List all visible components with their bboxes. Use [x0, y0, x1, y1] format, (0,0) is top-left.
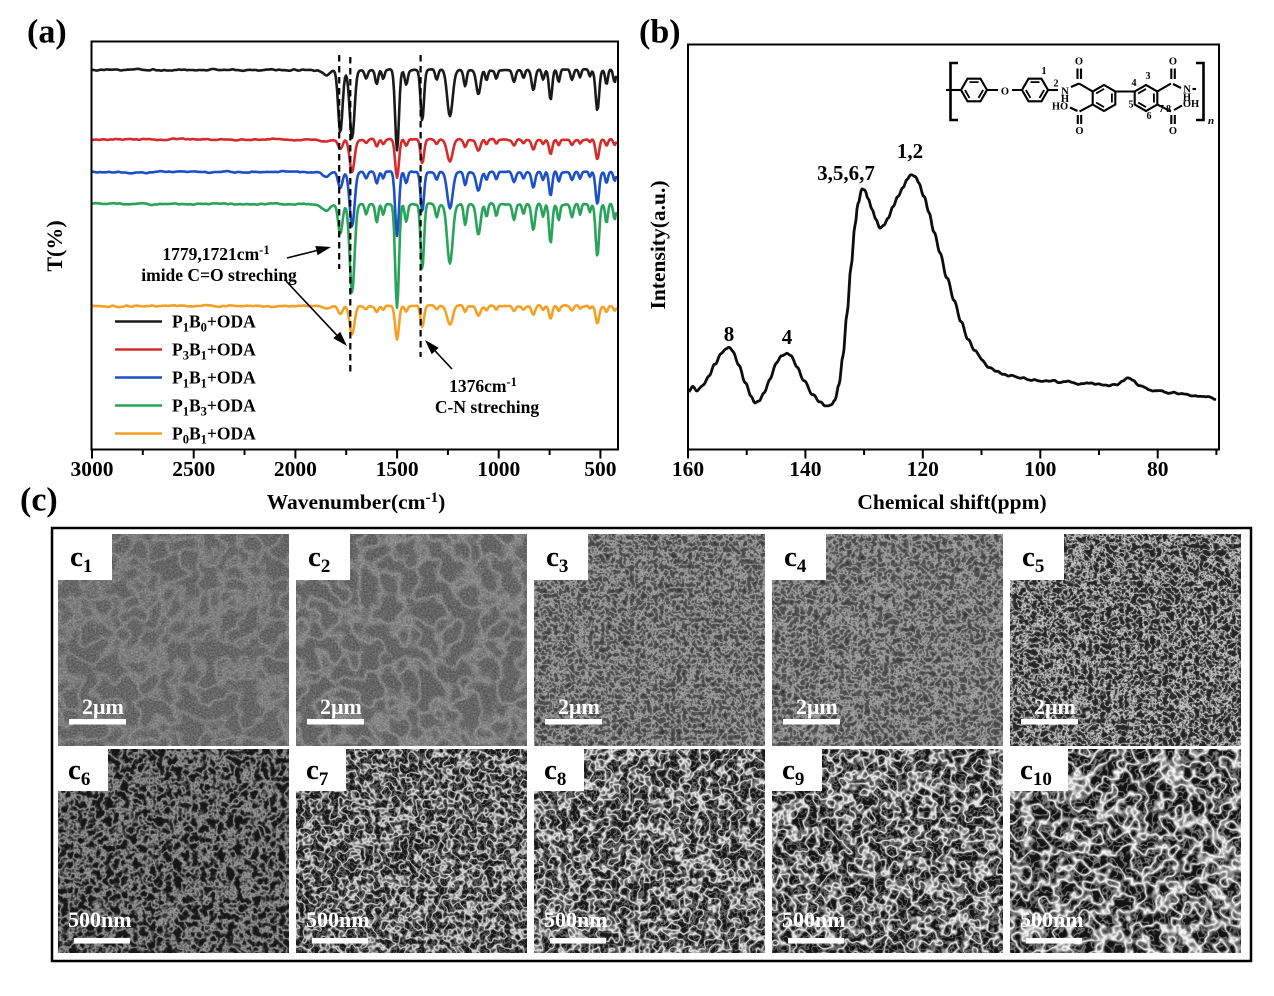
svg-text:100: 100	[1024, 457, 1056, 481]
svg-text:2000: 2000	[274, 457, 317, 481]
svg-text:1500: 1500	[376, 457, 419, 481]
svg-text:1: 1	[1042, 66, 1047, 77]
svg-text:H: H	[1061, 94, 1069, 105]
svg-text:1376cm-1: 1376cm-1	[449, 375, 517, 396]
svg-text:80: 80	[1147, 457, 1169, 481]
svg-text:1,2: 1,2	[897, 139, 923, 163]
svg-text:4: 4	[1132, 78, 1137, 89]
svg-text:1000: 1000	[477, 457, 520, 481]
svg-text:160: 160	[672, 457, 704, 481]
svg-text:P3B1+ODA: P3B1+ODA	[172, 340, 256, 363]
svg-text:120: 120	[907, 457, 939, 481]
svg-text:P1B3+ODA: P1B3+ODA	[172, 396, 256, 419]
svg-text:P1B1+ODA: P1B1+ODA	[172, 368, 256, 391]
svg-text:140: 140	[789, 457, 821, 481]
svg-text:6: 6	[1147, 111, 1152, 122]
svg-text:Wavenumber(cm-1): Wavenumber(cm-1)	[267, 490, 446, 514]
svg-text:N: N	[1183, 85, 1191, 96]
svg-text:H: H	[1183, 93, 1191, 104]
svg-text:P1B0+ODA: P1B0+ODA	[172, 312, 256, 335]
svg-text:2μm: 2μm	[320, 694, 362, 719]
svg-text:2500: 2500	[172, 457, 215, 481]
svg-text:1779,1721cm-1: 1779,1721cm-1	[162, 243, 269, 264]
svg-text:OH: OH	[1183, 99, 1199, 110]
svg-text:7: 7	[1159, 104, 1164, 115]
svg-text:(c): (c)	[20, 482, 58, 519]
svg-text:O: O	[1075, 57, 1083, 68]
svg-text:Chemical shift(ppm): Chemical shift(ppm)	[857, 490, 1046, 514]
svg-text:O: O	[1169, 126, 1177, 137]
svg-text:HO: HO	[1052, 102, 1068, 113]
svg-text:500: 500	[584, 457, 616, 481]
svg-text:n: n	[1208, 115, 1214, 127]
svg-text:C-N streching: C-N streching	[435, 397, 539, 417]
svg-text:2μm: 2μm	[82, 694, 124, 719]
svg-text:500nm: 500nm	[782, 907, 846, 932]
svg-text:500nm: 500nm	[1020, 907, 1084, 932]
svg-text:500nm: 500nm	[68, 907, 132, 932]
svg-text:2μm: 2μm	[796, 694, 838, 719]
svg-text:8: 8	[724, 322, 735, 346]
svg-text:2μm: 2μm	[1034, 694, 1076, 719]
svg-text:2μm: 2μm	[558, 694, 600, 719]
svg-text:3: 3	[1146, 71, 1151, 82]
svg-text:O: O	[1075, 126, 1083, 137]
svg-text:N: N	[1061, 87, 1069, 98]
svg-text:4: 4	[782, 325, 793, 349]
svg-text:3000: 3000	[71, 457, 114, 481]
svg-text:8: 8	[1166, 104, 1171, 115]
svg-text:imide C=O streching: imide C=O streching	[141, 265, 297, 285]
svg-text:Intensity(a.u.): Intensity(a.u.)	[646, 180, 670, 309]
svg-text:500nm: 500nm	[544, 907, 608, 932]
svg-text:(b): (b)	[639, 14, 681, 51]
svg-text:2: 2	[1054, 79, 1059, 90]
svg-text:500nm: 500nm	[306, 907, 370, 932]
svg-text:O: O	[1001, 87, 1009, 98]
svg-text:5: 5	[1129, 100, 1134, 111]
svg-text:O: O	[1169, 57, 1177, 68]
svg-text:(a): (a)	[27, 14, 67, 51]
svg-text:T(%): T(%)	[42, 220, 67, 271]
svg-text:3,5,6,7: 3,5,6,7	[817, 161, 875, 185]
svg-text:P0B1+ODA: P0B1+ODA	[172, 424, 256, 447]
